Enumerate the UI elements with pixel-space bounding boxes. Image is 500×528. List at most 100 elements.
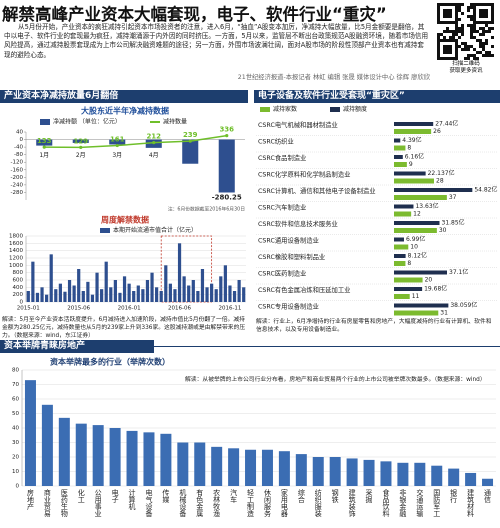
bar	[127, 283, 131, 302]
qr-cell	[485, 39, 488, 42]
legend-swatch	[100, 228, 110, 233]
data-label: 6.99亿	[406, 235, 425, 243]
qr-cell	[467, 24, 470, 27]
bar	[143, 432, 155, 486]
bar	[36, 139, 53, 146]
qr-cell	[473, 15, 476, 18]
qr-cell	[455, 18, 458, 21]
qr-cell	[452, 3, 455, 6]
chart-title: 大股东近半年净减持数据	[81, 106, 169, 116]
data-label: 133	[37, 137, 52, 145]
legend-label: 净减持额 （单位：亿元）	[53, 118, 121, 126]
qr-cell	[458, 3, 461, 6]
bar	[312, 457, 324, 486]
qr-cell	[485, 30, 488, 33]
qr-cell	[458, 6, 461, 9]
data-label: 9	[409, 161, 413, 168]
bar	[394, 188, 473, 192]
qr-cell	[455, 30, 458, 33]
qr-cell	[473, 24, 476, 27]
y-tick-label: 60	[12, 397, 19, 403]
y-tick-label: -80	[14, 152, 23, 158]
qr-cell	[491, 12, 494, 15]
bar	[214, 289, 218, 302]
x-tick-label: 非银金融	[399, 488, 407, 518]
qr-cell	[467, 57, 470, 60]
x-tick-label: 机械设备	[179, 488, 187, 518]
bar	[196, 291, 200, 302]
x-tick-label: 通信	[484, 488, 492, 504]
line	[44, 134, 227, 149]
qr-cell	[479, 15, 482, 18]
y-tick-label: -200	[11, 175, 24, 181]
x-tick-label: 商业贸易	[43, 488, 51, 518]
bar	[394, 211, 412, 217]
bar	[177, 442, 189, 486]
qr-cell	[476, 51, 479, 54]
bar	[164, 265, 168, 302]
section-title: 资本举牌青睐房地产	[0, 340, 154, 353]
bar	[122, 276, 127, 302]
qr-cell	[446, 39, 449, 42]
qr-cell	[491, 21, 494, 24]
x-tick-label: 钢铁	[331, 488, 339, 504]
bar	[261, 449, 273, 486]
qr-cell	[437, 48, 440, 51]
y-tick-label: 0	[20, 300, 24, 306]
y-tick-label: 80	[12, 368, 19, 374]
qr-caption: 扫描二维码 获取更多资讯	[436, 61, 496, 75]
qr-caption-line: 扫描二维码	[452, 61, 480, 67]
intro: 从5月份开始，产业资本的疯狂减持引起资本市场投资者的注意，进入6月，“抽血”A股…	[4, 23, 429, 59]
qr-cell	[461, 3, 464, 6]
qr-cell	[437, 15, 440, 18]
y-tick-label: CSRC计算机、通信和其他电子设备制造业	[258, 186, 376, 195]
point	[188, 139, 192, 143]
bar	[159, 291, 163, 302]
qr-cell	[446, 51, 449, 54]
x-tick-label: 采掘	[365, 488, 373, 504]
legend-label: 减持额度	[343, 105, 367, 113]
qr-cell	[485, 12, 488, 15]
qr-cell	[473, 57, 476, 60]
x-tick-label: 1月	[39, 152, 49, 159]
bar	[431, 465, 443, 486]
x-tick-label: 国防军工	[433, 489, 441, 517]
x-tick-label: 2015-01	[17, 306, 40, 312]
y-tick-label: -40	[14, 145, 23, 151]
qr-cell	[455, 57, 458, 60]
qr-cell	[473, 27, 476, 30]
qr-cell	[452, 30, 455, 33]
qr-cell	[491, 45, 494, 48]
bar	[394, 195, 447, 200]
y-tick-label: 1800	[9, 234, 23, 240]
data-label: 8	[407, 260, 411, 267]
bar	[26, 291, 30, 302]
data-label: 54.82亿	[474, 186, 497, 194]
bar	[218, 139, 235, 193]
bar	[182, 139, 199, 164]
qr-cell	[461, 33, 464, 36]
qr-cell	[449, 15, 452, 18]
qr-cell	[485, 21, 488, 24]
bar	[329, 457, 341, 486]
qr-cell	[446, 12, 449, 15]
data-label: 13.63亿	[415, 202, 438, 210]
data-label: 22.137亿	[428, 169, 455, 177]
data-label: 8	[407, 145, 411, 152]
bar	[394, 294, 410, 299]
bar	[31, 261, 35, 302]
qr-cell	[464, 42, 467, 45]
chart: 资本举牌最多的行业（举牌次数） 0 10 20 30 40 50 60 70 80 房地产 商业贸易 医…	[12, 357, 496, 518]
bar	[155, 287, 159, 302]
qr-cell	[446, 30, 449, 33]
x-tick-label: 2016-11	[218, 306, 241, 312]
qr-cell	[440, 21, 443, 24]
qr-cell	[437, 39, 440, 42]
qr-cell	[455, 15, 458, 18]
qr-cell	[464, 45, 467, 48]
y-tick-label: 40	[12, 426, 19, 432]
bar	[54, 289, 58, 302]
qr-cell	[449, 9, 452, 12]
bar	[113, 280, 117, 302]
y-tick-label: -280	[11, 190, 24, 196]
